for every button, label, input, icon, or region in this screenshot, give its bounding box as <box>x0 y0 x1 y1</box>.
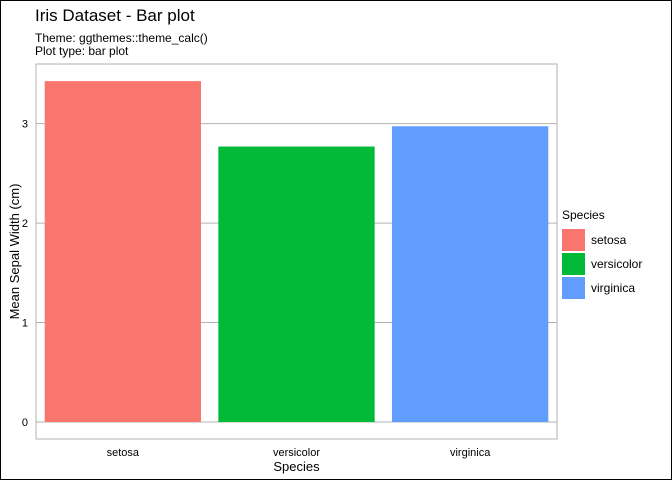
y-axis-title: Mean Sepal Width (cm) <box>7 184 22 320</box>
plot-panel-border <box>35 63 558 440</box>
legend-key <box>562 252 585 275</box>
y-tick-label: 3 <box>22 119 28 131</box>
subtitle-line: Plot type: bar plot <box>35 44 129 58</box>
bar-versicolor <box>218 146 375 422</box>
y-tick-label: 2 <box>22 218 28 230</box>
bar-virginica <box>392 126 549 422</box>
legend-item-versicolor: versicolor <box>562 252 642 275</box>
subtitle-line: Theme: ggthemes::theme_calc() <box>35 31 208 45</box>
legend-key <box>562 228 585 251</box>
y-tick-label: 1 <box>22 318 28 330</box>
legend-title: Species <box>562 208 605 222</box>
legend-key <box>562 276 585 299</box>
x-axis-title: Species <box>273 459 320 474</box>
chart-subtitle: Theme: ggthemes::theme_calc() Plot type:… <box>35 32 208 58</box>
chart-title: Iris Dataset - Bar plot <box>35 6 195 25</box>
legend-label: virginica <box>591 280 636 295</box>
legend-item-setosa: setosa <box>562 228 642 251</box>
legend-item-virginica: virginica <box>562 276 642 299</box>
x-tick-label: versicolor <box>273 447 320 459</box>
legend-label: setosa <box>591 232 627 247</box>
legend-label: versicolor <box>591 256 643 271</box>
y-tick-label: 0 <box>22 417 28 429</box>
bar-setosa <box>44 81 201 422</box>
legend: Species setosa versicolor virginica <box>562 208 642 300</box>
x-tick-label: virginica <box>450 447 491 459</box>
x-tick-label: setosa <box>107 447 140 459</box>
